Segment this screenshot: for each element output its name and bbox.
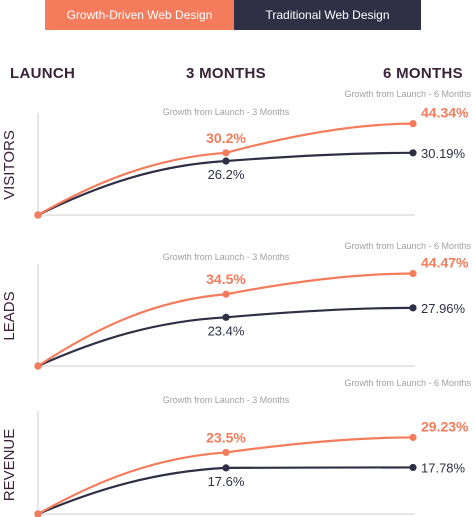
panel-3-point-growth-2: [409, 433, 417, 442]
panel-2-label-growth-3-months: 34.5%: [206, 271, 246, 287]
column-launch: LAUNCH: [10, 65, 76, 82]
panel-2-y-label: LEADS: [1, 291, 18, 340]
panel-3-point-traditional-1: [222, 464, 230, 472]
panel-1-note-6-months: Growth from Launch - 6 Months: [344, 89, 471, 99]
panel-1-note-3-months: Growth from Launch - 3 Months: [163, 107, 290, 117]
panel-3-y-label: REVENUE: [1, 429, 18, 502]
panel-2-point-growth-1: [222, 290, 230, 298]
panel-1-point-traditional-2: [409, 149, 417, 157]
panel-1-point-growth-0: [34, 211, 42, 219]
panel-2-point-growth-0: [34, 362, 42, 370]
panel-3-label-growth-3-months: 23.5%: [206, 429, 246, 445]
panel-1-point-traditional-1: [222, 157, 230, 165]
legend-traditional: Traditional Web Design: [234, 0, 421, 30]
panel-2-label-traditional-3-months: 23.4%: [208, 323, 245, 338]
panel-1-y-label: VISITORS: [1, 130, 18, 200]
panel-2-point-growth-2: [409, 269, 417, 278]
panel-3-note-3-months: Growth from Launch - 3 Months: [163, 395, 290, 405]
panel-3-point-growth-0: [34, 510, 42, 517]
panel-2-label-traditional-6-months: 27.96%: [421, 301, 466, 316]
panel-3-point-growth-1: [222, 448, 230, 457]
panel-1-label-growth-6-months: 44.34%: [421, 105, 469, 121]
legend-growth-driven: Growth-Driven Web Design: [45, 0, 234, 30]
panel-2-point-traditional-1: [222, 313, 230, 321]
panel-3-point-traditional-2: [409, 463, 417, 472]
panel-1-label-traditional-3-months: 26.2%: [208, 167, 245, 182]
panel-2-note-3-months: Growth from Launch - 3 Months: [163, 252, 290, 262]
panel-1-point-growth-1: [222, 149, 230, 157]
panel-2-note-6-months: Growth from Launch - 6 Months: [344, 241, 471, 251]
panel-1-label-growth-3-months: 30.2%: [206, 130, 246, 146]
panel-3-note-6-months: Growth from Launch - 6 Months: [344, 378, 471, 388]
panel-1-label-traditional-6-months: 30.19%: [421, 146, 466, 161]
panel-3-label-traditional-3-months: 17.6%: [208, 474, 245, 489]
panel-3-label-traditional-6-months: 17.78%: [421, 460, 466, 475]
column-3-months: 3 MONTHS: [186, 65, 266, 82]
panel-2-label-growth-6-months: 44.47%: [421, 255, 469, 271]
panel-3-label-growth-6-months: 29.23%: [421, 418, 469, 434]
panel-1-point-growth-2: [409, 120, 417, 128]
panel-2-point-traditional-2: [409, 304, 417, 312]
column-6-months: 6 MONTHS: [383, 65, 463, 82]
